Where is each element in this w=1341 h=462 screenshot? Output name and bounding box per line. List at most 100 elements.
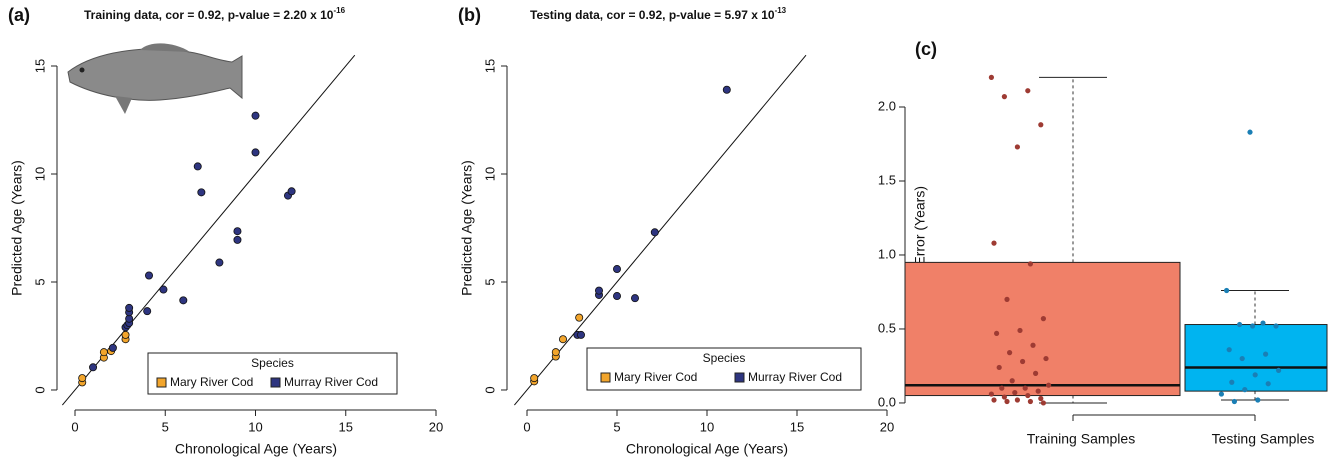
x-tick-label: 10	[700, 419, 714, 434]
jitter-point	[1218, 391, 1224, 397]
y-tick-label: 15	[32, 59, 47, 73]
title-text: Testing data, cor = 0.92, p-value = 5.97…	[530, 8, 775, 22]
jitter-point	[1012, 390, 1018, 396]
legend-title: Species	[251, 356, 294, 370]
jitter-point	[1001, 394, 1008, 400]
point	[233, 235, 242, 244]
y-tick-label: 0.0	[878, 394, 896, 409]
jitter-point	[1004, 296, 1010, 302]
jitter-point	[1030, 342, 1036, 348]
x-axis-label: Chronological Age (Years)	[175, 441, 337, 457]
point	[575, 313, 584, 322]
y-tick-label: 1.0	[878, 246, 896, 261]
x-tick-label: 0	[523, 419, 530, 434]
y-tick-label: 0.5	[878, 320, 896, 335]
x-tick-label: 20	[880, 419, 894, 434]
point	[551, 348, 560, 357]
y-tick-label: 1.5	[878, 172, 896, 187]
jitter-point	[1033, 370, 1039, 376]
x-tick-label: 10	[248, 419, 262, 434]
point	[215, 258, 224, 267]
jitter-point	[1247, 129, 1253, 135]
jitter-point	[994, 330, 1000, 337]
jitter-point	[1025, 392, 1031, 399]
x-tick-label: 20	[429, 419, 443, 434]
x-tick-label: 15	[339, 419, 353, 434]
jitter-point	[1046, 382, 1052, 388]
point	[251, 148, 260, 157]
x-tick-label: Training Samples	[1027, 431, 1135, 447]
legend-label: Mary River Cod	[614, 370, 697, 384]
jitter-point	[1226, 347, 1232, 353]
point	[121, 330, 130, 339]
point	[613, 292, 622, 301]
point	[631, 294, 640, 303]
point	[613, 265, 622, 274]
x-tick-label: 15	[790, 419, 804, 434]
jitter-point	[1017, 327, 1023, 334]
jitter-point	[1255, 397, 1261, 403]
box	[904, 261, 1181, 397]
identity-line	[514, 54, 807, 406]
jitter-point	[1276, 367, 1282, 374]
legend-swatch	[600, 372, 611, 383]
jitter-point	[988, 74, 995, 80]
legend-box	[586, 347, 862, 391]
jitter-point	[1252, 372, 1258, 378]
title-text: Training data, cor = 0.92, p-value = 2.2…	[84, 8, 334, 22]
point	[650, 228, 659, 237]
jitter-point	[1007, 350, 1013, 356]
jitter-point	[1004, 398, 1010, 405]
point	[197, 188, 206, 197]
y-tick-label: 5	[482, 278, 497, 285]
jitter-point	[1242, 387, 1248, 393]
jitter-point	[1265, 381, 1271, 387]
point	[530, 374, 539, 383]
jitter-point	[1035, 388, 1041, 394]
jitter-point	[1229, 379, 1235, 385]
legend-swatch	[270, 377, 281, 388]
point	[577, 330, 586, 339]
jitter-point	[1022, 385, 1028, 391]
point	[78, 374, 87, 383]
point	[143, 307, 152, 316]
title-exponent: -16	[333, 6, 345, 15]
point	[159, 285, 168, 294]
jitter-point	[1040, 400, 1046, 406]
legend-label: Murray River Cod	[284, 375, 378, 389]
jitter-point	[1038, 122, 1044, 128]
jitter-point	[1009, 378, 1015, 384]
chart-title: Training data, cor = 0.92, p-value = 2.2…	[84, 6, 346, 22]
title-exponent: -13	[775, 6, 787, 15]
jitter-point	[999, 385, 1005, 391]
jitter-point	[991, 397, 997, 403]
jitter-point	[991, 240, 997, 246]
jitter-point	[1239, 355, 1245, 362]
point	[179, 296, 188, 305]
y-tick-label: 5	[32, 278, 47, 285]
jitter-point	[1231, 398, 1237, 405]
y-tick-label: 0	[482, 386, 497, 393]
jitter-point	[1040, 316, 1046, 322]
point	[595, 286, 604, 295]
y-tick-label: 10	[32, 167, 47, 181]
legend-label: Mary River Cod	[170, 375, 253, 389]
point	[89, 363, 98, 372]
jitter-point	[1014, 397, 1021, 403]
point	[193, 162, 202, 171]
x-tick-label: 0	[71, 419, 78, 434]
jitter-point	[988, 391, 995, 397]
jitter-point	[1273, 323, 1279, 329]
y-tick-label: 2.0	[878, 98, 896, 113]
jitter-point	[1224, 287, 1230, 294]
jitter-point	[1027, 261, 1033, 267]
jitter-point	[1043, 355, 1049, 362]
point	[722, 85, 731, 94]
box	[1184, 324, 1328, 392]
panel-label: (a)	[8, 5, 30, 25]
legend-label: Murray River Cod	[748, 370, 842, 384]
fish-illustration	[67, 43, 243, 114]
panel-label: (b)	[458, 5, 481, 25]
jitter-point	[996, 364, 1002, 371]
